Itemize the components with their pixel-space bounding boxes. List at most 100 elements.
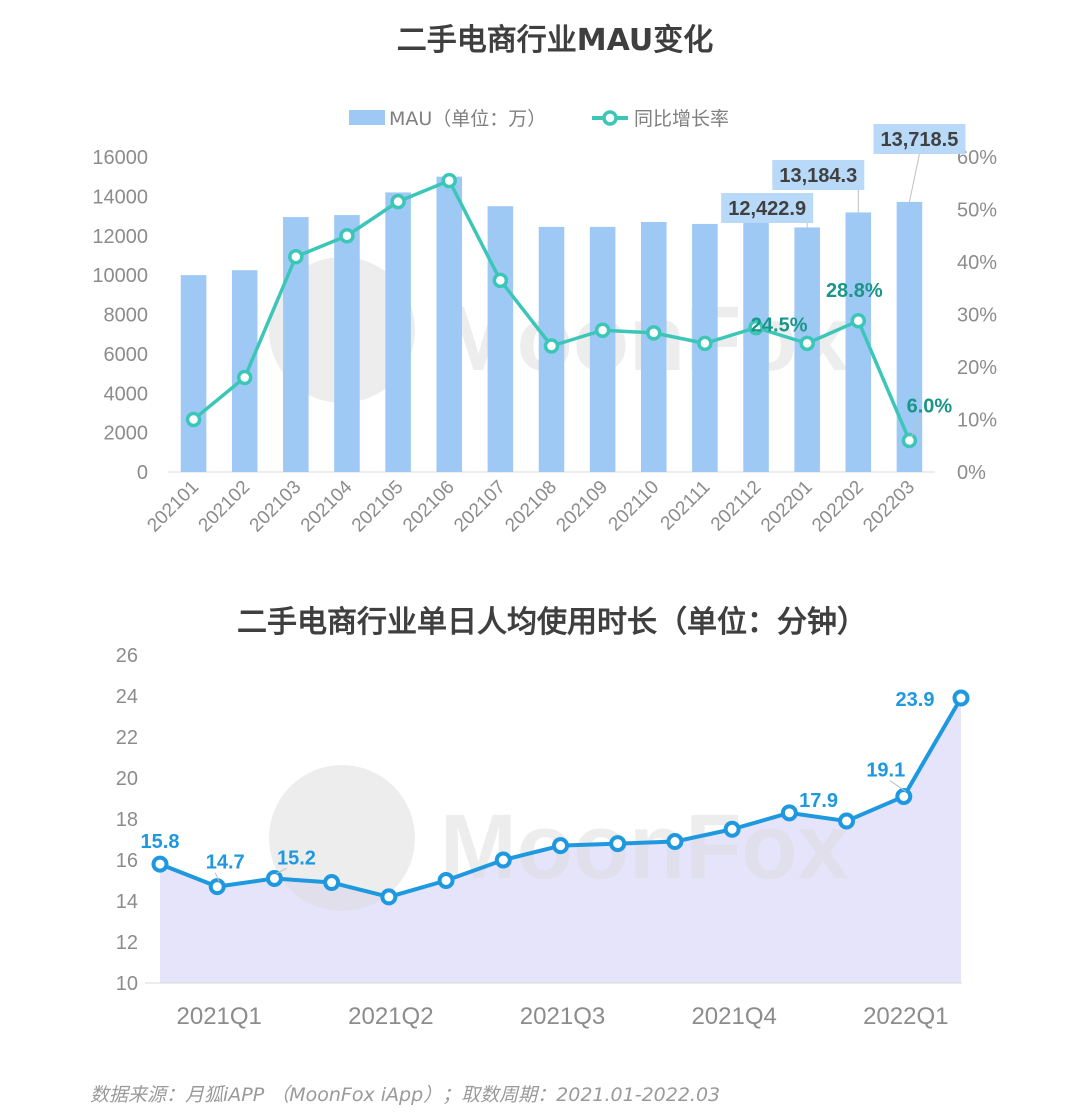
duration-value-label: 23.9 bbox=[896, 689, 935, 711]
duration-y-tick: 10 bbox=[116, 973, 138, 995]
duration-point bbox=[380, 888, 398, 906]
legend-line-label: 同比增长率 bbox=[634, 108, 729, 130]
left-axis-tick: 14000 bbox=[92, 186, 148, 208]
mau-bars bbox=[180, 176, 923, 473]
duration-point-labels: 15.8 14.7 15.2 17.9 19.1 23.9 bbox=[141, 689, 935, 882]
mau-bar bbox=[334, 215, 360, 472]
x-axis-tick: 202106 bbox=[399, 477, 459, 537]
right-axis-tick: 30% bbox=[957, 305, 997, 327]
x-axis-tick: 202105 bbox=[348, 477, 408, 537]
right-axis-tick: 0% bbox=[957, 462, 986, 484]
duration-y-tick: 18 bbox=[116, 809, 138, 831]
duration-x-axis-ticks: 2021Q1 2021Q2 2021Q3 2021Q4 2022Q1 bbox=[177, 1003, 949, 1030]
rate-point bbox=[799, 335, 815, 352]
mau-chart: 二手电商行业MAU变化 MoonFox MAU（单位：万） 同比增长率 0200… bbox=[92, 23, 997, 536]
x-axis-tick: 202104 bbox=[297, 476, 357, 536]
duration-point bbox=[437, 872, 455, 889]
duration-point bbox=[208, 878, 226, 896]
duration-y-tick: 22 bbox=[116, 727, 138, 749]
rate-point bbox=[901, 432, 918, 449]
x-axis-tick: 202110 bbox=[605, 477, 664, 536]
duration-point bbox=[895, 787, 913, 805]
rate-point bbox=[339, 228, 355, 244]
duration-y-tick: 16 bbox=[116, 850, 138, 872]
duration-x-tick: 2022Q1 bbox=[863, 1003, 948, 1030]
x-axis-tick: 202108 bbox=[501, 477, 561, 537]
bar-value-label: 13,718.5 bbox=[881, 129, 959, 151]
x-axis-tick: 202107 bbox=[450, 477, 510, 537]
mau-chart-title: 二手电商行业MAU变化 bbox=[397, 23, 714, 58]
duration-label-leader bbox=[889, 780, 907, 792]
x-axis-tick: 202203 bbox=[859, 477, 919, 537]
duration-area bbox=[160, 698, 961, 983]
left-axis-tick: 2000 bbox=[104, 423, 149, 445]
mau-bar bbox=[896, 201, 923, 472]
rate-labels: 24.5% 28.8% 6.0% bbox=[751, 280, 953, 437]
legend-bar-label: MAU（单位：万） bbox=[389, 108, 546, 130]
rate-point bbox=[390, 193, 406, 210]
x-axis-tick: 202112 bbox=[707, 477, 766, 536]
bar-value-label: 13,184.3 bbox=[779, 165, 857, 187]
mau-bar bbox=[743, 219, 769, 472]
bar-value-label: 12,422.9 bbox=[728, 198, 806, 220]
x-axis-tick: 202109 bbox=[552, 477, 612, 537]
mau-bar bbox=[385, 192, 411, 472]
bar-label-box bbox=[772, 160, 865, 190]
mau-left-axis: 0 2000 4000 6000 8000 10000 12000 14000 16000 bbox=[92, 147, 148, 484]
duration-label-leader bbox=[276, 868, 287, 874]
mau-bar bbox=[487, 206, 514, 472]
rate-label-leader bbox=[910, 416, 922, 437]
rate-point bbox=[236, 369, 253, 386]
duration-x-tick: 2021Q1 bbox=[177, 1003, 262, 1030]
left-axis-tick: 4000 bbox=[104, 383, 149, 405]
duration-label-leader bbox=[214, 872, 220, 882]
x-axis-tick: 202201 bbox=[757, 477, 817, 537]
right-axis-tick: 40% bbox=[957, 252, 997, 274]
rate-point bbox=[646, 325, 662, 341]
duration-x-tick: 2021Q4 bbox=[691, 1003, 776, 1030]
rate-value-label: 6.0% bbox=[907, 396, 953, 418]
rate-point bbox=[185, 411, 202, 428]
mau-bar bbox=[180, 275, 207, 472]
duration-point bbox=[666, 833, 684, 851]
duration-value-label: 17.9 bbox=[799, 790, 838, 812]
x-axis-tick: 202102 bbox=[195, 477, 255, 537]
duration-value-label: 15.2 bbox=[277, 847, 316, 869]
legend-bar-swatch bbox=[349, 110, 385, 125]
rate-point bbox=[543, 338, 560, 354]
duration-point bbox=[723, 820, 741, 838]
rate-value-label: 24.5% bbox=[751, 314, 808, 336]
duration-point bbox=[952, 689, 970, 707]
duration-value-label: 14.7 bbox=[206, 852, 245, 874]
rate-point bbox=[492, 272, 509, 289]
right-axis-tick: 20% bbox=[957, 357, 997, 379]
rate-point bbox=[748, 319, 764, 336]
duration-point bbox=[494, 851, 512, 869]
rate-point bbox=[697, 335, 713, 352]
left-axis-tick: 12000 bbox=[92, 226, 148, 248]
duration-point bbox=[552, 837, 569, 855]
x-axis-tick: 202202 bbox=[808, 477, 868, 537]
duration-point bbox=[151, 855, 169, 873]
rate-value-label: 28.8% bbox=[826, 280, 883, 302]
rate-point bbox=[441, 172, 457, 189]
x-axis-tick: 202111 bbox=[657, 477, 715, 535]
duration-point bbox=[265, 869, 283, 887]
source-note: 数据来源：月狐iAPP （MoonFox iApp）；取数周期：2021.01-… bbox=[90, 1084, 721, 1106]
duration-point bbox=[838, 812, 856, 830]
duration-chart-title: 二手电商行业单日人均使用时长（单位：分钟） bbox=[237, 605, 867, 640]
duration-y-tick: 24 bbox=[116, 686, 138, 708]
right-axis-tick: 60% bbox=[957, 147, 997, 169]
bar-label-box bbox=[721, 193, 814, 223]
duration-y-tick: 20 bbox=[116, 768, 138, 790]
duration-x-tick: 2021Q3 bbox=[520, 1003, 605, 1030]
left-axis-tick: 16000 bbox=[92, 147, 148, 169]
duration-point bbox=[609, 835, 627, 853]
mau-bar-labels: 12,422.9 13,184.3 13,718.5 bbox=[721, 124, 966, 228]
rate-point bbox=[288, 249, 304, 265]
mau-legend: MAU（单位：万） 同比增长率 bbox=[349, 108, 729, 130]
duration-watermark: MoonFox bbox=[269, 765, 849, 911]
x-axis-tick: 202103 bbox=[246, 477, 306, 537]
duration-watermark-text: MoonFox bbox=[440, 796, 849, 898]
